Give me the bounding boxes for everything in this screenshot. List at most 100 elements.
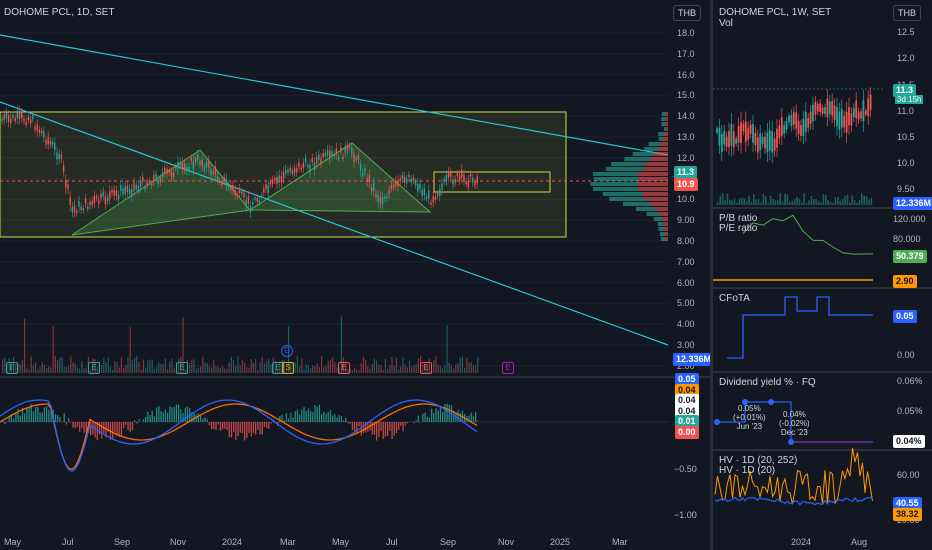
histogram-bar (358, 422, 360, 427)
hv-axis-label: 60.00 (897, 470, 920, 480)
event-marker[interactable]: E (502, 362, 514, 374)
histogram-bar (343, 420, 345, 422)
candle-body (102, 191, 104, 197)
candle-body (27, 117, 30, 121)
main-chart-canvas[interactable] (0, 0, 710, 550)
volume-bar (19, 364, 21, 373)
candle-body (436, 193, 439, 196)
histogram-bar (19, 415, 21, 422)
dividend-point (788, 439, 794, 445)
event-marker[interactable]: E (420, 362, 432, 374)
histogram-bar (118, 422, 120, 437)
volume-bar (208, 366, 210, 373)
weekly-candle (816, 103, 819, 112)
volume-bar (349, 368, 351, 373)
candle-body (245, 199, 247, 207)
event-marker[interactable]: E (88, 362, 100, 374)
histogram-bar (321, 414, 323, 422)
candle-body (161, 172, 164, 178)
event-marker[interactable]: E (176, 362, 188, 374)
histogram-bar (241, 422, 244, 434)
event-marker[interactable]: E (338, 362, 350, 374)
candle-body (399, 178, 401, 182)
main-currency-button[interactable]: THB (673, 5, 701, 21)
main-chart-pane[interactable]: DOHOME PCL, 1D, SET THB 18.0 17.0 16.0 15.0… (0, 0, 715, 550)
histogram-bar (114, 422, 116, 433)
candle-body (69, 197, 71, 206)
candle-body (234, 189, 236, 196)
dividend-note-line: Dec '23 (780, 428, 808, 437)
volume-bar (173, 367, 175, 373)
volume-bar (307, 365, 309, 373)
volume-bar (15, 364, 17, 373)
histogram-bar (74, 422, 76, 429)
candle-body (430, 202, 432, 205)
histogram-bar (283, 420, 285, 422)
volume-bar (252, 362, 254, 373)
volume-bar (464, 367, 466, 373)
candle-body (311, 157, 313, 163)
dividend-event-marker[interactable]: D (281, 345, 293, 357)
histogram-bar (468, 415, 470, 422)
volume-bar (393, 365, 395, 373)
pane-divider[interactable] (710, 0, 713, 550)
side-chart-canvas[interactable] (713, 0, 932, 550)
volume-bar (310, 368, 312, 373)
volume-bar (222, 366, 224, 373)
histogram-bar (178, 404, 180, 422)
candle-body (263, 188, 265, 193)
price-axis-label: 16.0 (677, 69, 695, 80)
histogram-bar (79, 422, 81, 432)
volume-bar (270, 364, 272, 373)
histogram-bar (257, 422, 259, 430)
histogram-bar (288, 418, 290, 422)
candle-body (216, 176, 219, 181)
candle-body (370, 187, 373, 192)
volume-bar (149, 359, 151, 373)
side-volume-bar (762, 194, 765, 205)
weekly-candle (785, 121, 788, 130)
time-axis-label: Jul (62, 537, 74, 547)
candle-body (111, 189, 113, 193)
trendline-upper (0, 34, 669, 156)
histogram-bar (175, 404, 178, 422)
volume-profile-up (609, 197, 645, 201)
side-volume-bar (861, 193, 863, 205)
event-marker[interactable]: E (6, 362, 18, 374)
histogram-bar (255, 422, 257, 435)
event-marker[interactable]: S (282, 362, 294, 374)
candle-body (71, 206, 74, 213)
candle-body (236, 193, 239, 197)
candle-body (62, 165, 65, 172)
histogram-bar (376, 422, 378, 441)
candle-body (368, 174, 371, 183)
volume-bar (107, 357, 109, 373)
candle-body (461, 169, 463, 178)
weekly-candle (802, 119, 805, 136)
candle-body (54, 142, 56, 150)
candle-body (10, 118, 12, 124)
side-currency-button[interactable]: THB (893, 5, 921, 21)
candle-body (452, 179, 454, 185)
histogram-bar (387, 422, 389, 437)
weekly-candle (867, 98, 870, 117)
side-chart-title: DOHOME PCL, 1W, SET (719, 7, 832, 18)
volume-bar (189, 362, 191, 373)
volume-bar (4, 358, 6, 373)
volume-bar (475, 365, 477, 373)
histogram-bar (290, 412, 292, 422)
event-marker[interactable]: E (272, 362, 284, 374)
weekly-candle (860, 111, 862, 119)
histogram-bar (314, 404, 316, 422)
candle-body (315, 157, 318, 164)
candle-body (82, 208, 85, 211)
weekly-candle (831, 100, 834, 116)
candle-body (472, 178, 474, 183)
volume-bar (250, 359, 252, 373)
side-volume-bar (777, 200, 779, 205)
weekly-candle (761, 136, 764, 144)
volume-bar (241, 360, 243, 373)
dividend-note-dec: 0.04% (-0.02%) Dec '23 (779, 410, 810, 437)
side-chart-pane[interactable]: DOHOME PCL, 1W, SET Vol THB 12.512.011.5… (713, 0, 932, 550)
volume-bar (312, 365, 314, 373)
